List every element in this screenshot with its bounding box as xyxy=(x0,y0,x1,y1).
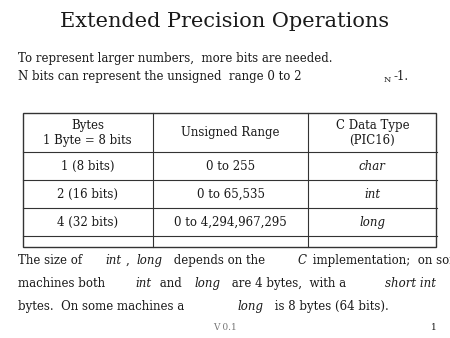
Text: 0 to 65,535: 0 to 65,535 xyxy=(197,188,265,201)
Text: short int: short int xyxy=(385,277,436,290)
Text: machines both: machines both xyxy=(18,277,109,290)
Text: int: int xyxy=(135,277,151,290)
Text: -1.: -1. xyxy=(393,70,409,83)
Text: long: long xyxy=(194,277,220,290)
Text: Unsigned Range: Unsigned Range xyxy=(181,126,280,139)
Text: Bytes
1 Byte = 8 bits: Bytes 1 Byte = 8 bits xyxy=(43,119,132,147)
Text: 1 (8 bits): 1 (8 bits) xyxy=(61,160,114,173)
Text: depends on the: depends on the xyxy=(170,254,269,267)
Text: Extended Precision Operations: Extended Precision Operations xyxy=(60,12,390,31)
Text: int: int xyxy=(364,188,380,201)
Text: 4 (32 bits): 4 (32 bits) xyxy=(57,216,118,229)
Text: long: long xyxy=(360,216,385,229)
Text: 2 (16 bits): 2 (16 bits) xyxy=(57,188,118,201)
Bar xyxy=(22,113,436,247)
Text: C Data Type
(PIC16): C Data Type (PIC16) xyxy=(336,119,409,147)
Text: To represent larger numbers,  more bits are needed.: To represent larger numbers, more bits a… xyxy=(18,52,333,65)
Text: is 8 bytes (64 bits).: is 8 bytes (64 bits). xyxy=(271,300,389,313)
Text: 1: 1 xyxy=(431,323,436,332)
Text: 0 to 255: 0 to 255 xyxy=(206,160,255,173)
Text: C: C xyxy=(297,254,306,267)
Text: char: char xyxy=(359,160,386,173)
Text: are 4 bytes,  with a: are 4 bytes, with a xyxy=(228,277,350,290)
Text: N: N xyxy=(384,76,391,84)
Text: long: long xyxy=(237,300,263,313)
Text: V 0.1: V 0.1 xyxy=(213,323,237,332)
Text: and: and xyxy=(156,277,185,290)
Text: The size of: The size of xyxy=(18,254,86,267)
Text: int: int xyxy=(106,254,122,267)
Text: 0 to 4,294,967,295: 0 to 4,294,967,295 xyxy=(174,216,287,229)
Text: bytes.  On some machines a: bytes. On some machines a xyxy=(18,300,188,313)
Text: implementation;  on some: implementation; on some xyxy=(309,254,450,267)
Text: N bits can represent the unsigned  range 0 to 2: N bits can represent the unsigned range … xyxy=(18,70,302,83)
Text: ,: , xyxy=(126,254,134,267)
Text: long: long xyxy=(136,254,162,267)
